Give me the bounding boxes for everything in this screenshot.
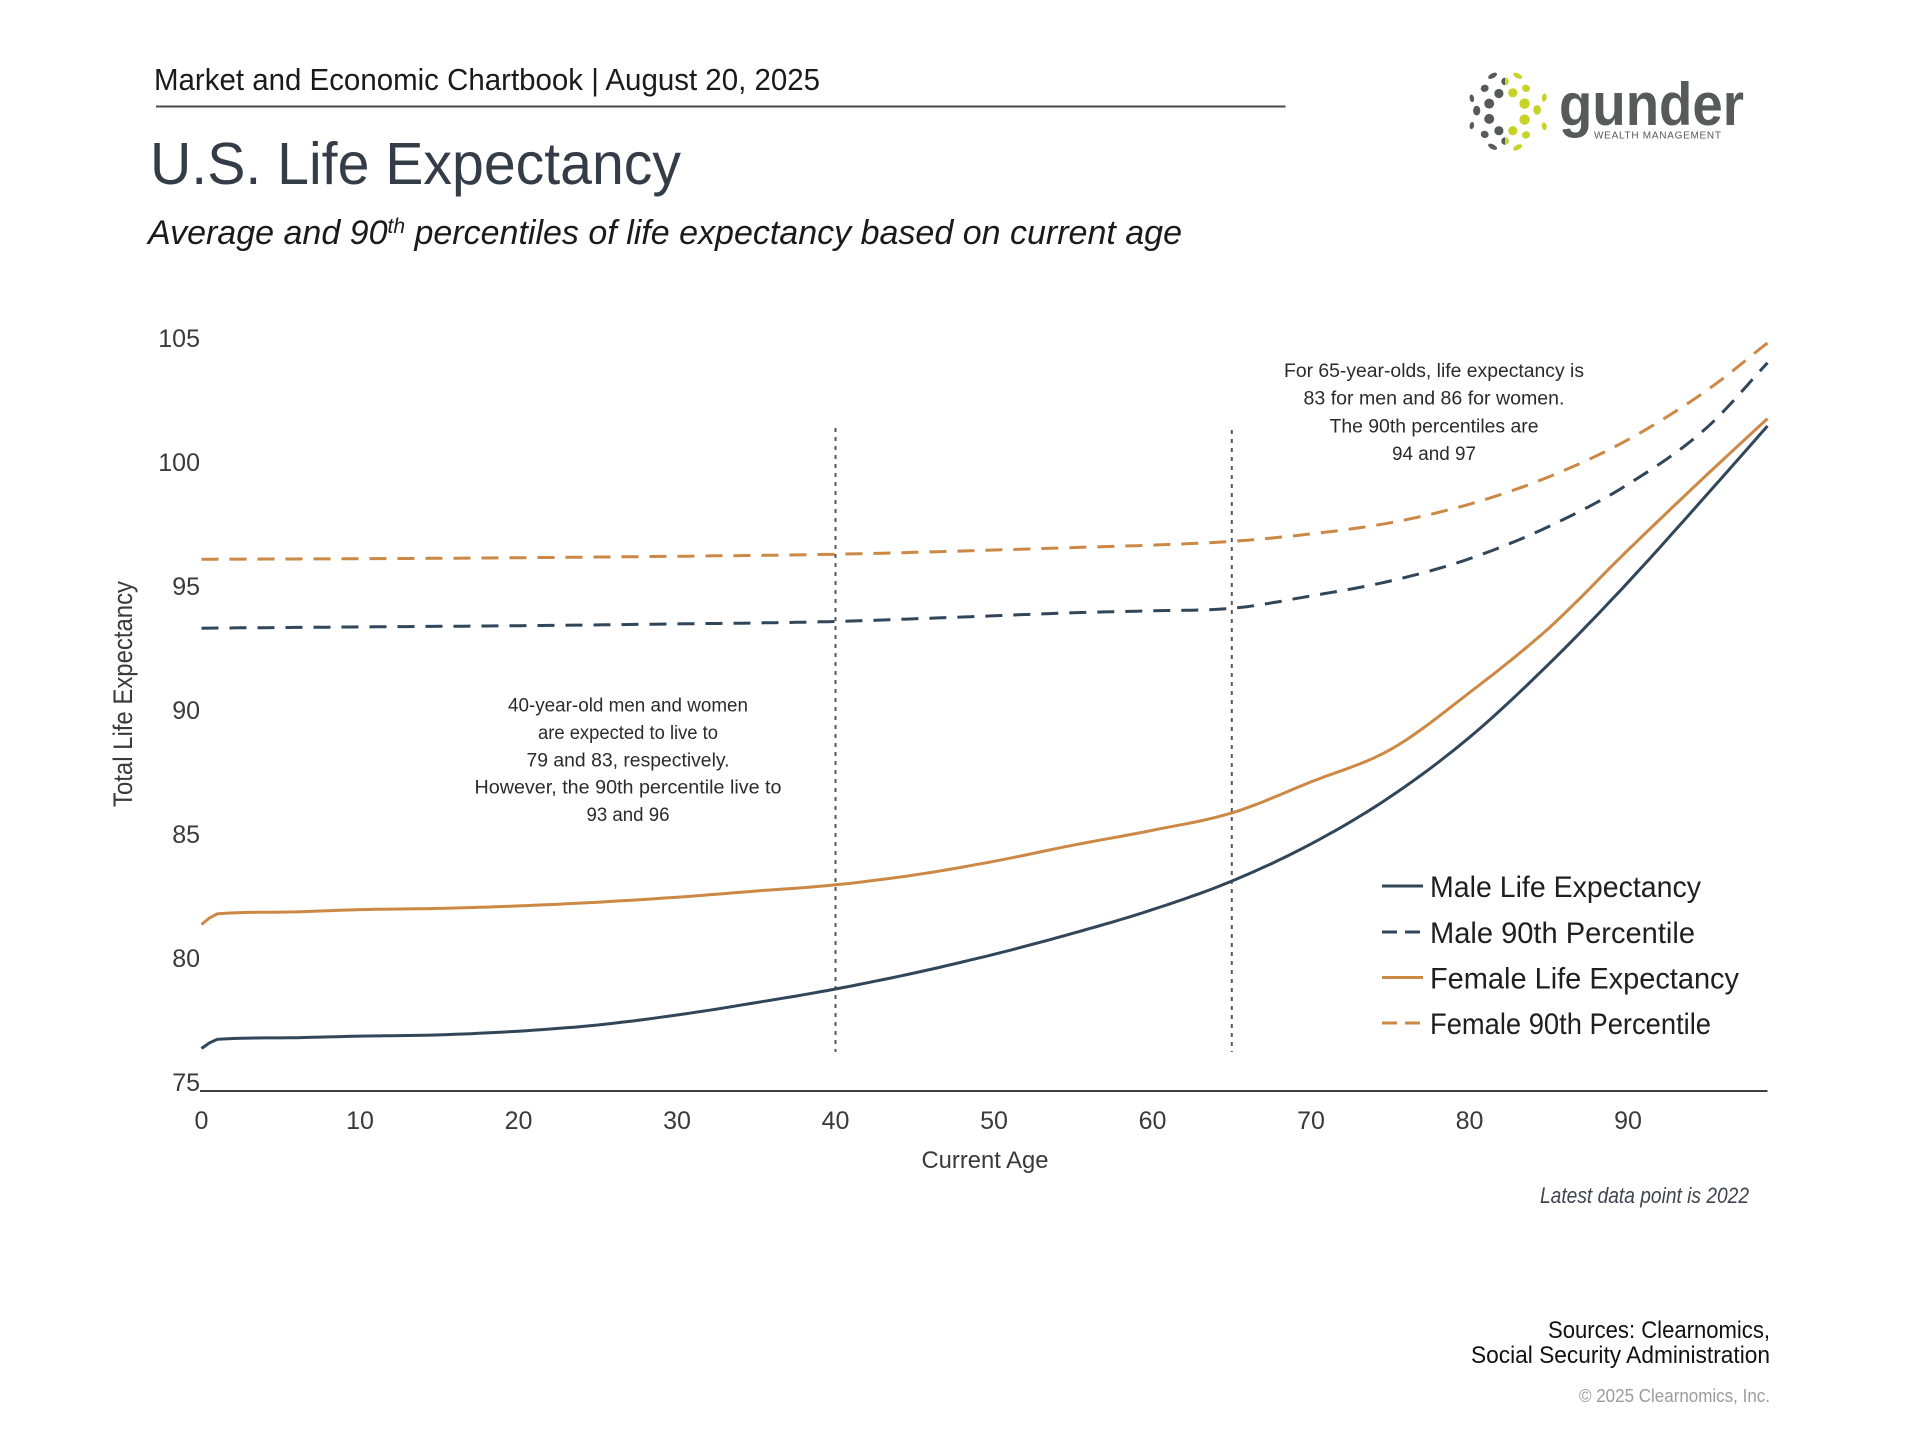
svg-text:0: 0 (195, 1107, 209, 1135)
svg-text:60: 60 (1139, 1107, 1167, 1135)
svg-text:90: 90 (1614, 1107, 1642, 1135)
svg-text:83 for men and 86 for women.: 83 for men and 86 for women. (1304, 389, 1565, 410)
svg-text:However, the 90th percentile l: However, the 90th percentile live to (475, 778, 782, 799)
svg-text:75: 75 (172, 1069, 200, 1097)
svg-text:94 and 97: 94 and 97 (1392, 444, 1476, 465)
svg-text:93 and 96: 93 and 96 (587, 805, 670, 826)
svg-text:The 90th percentiles are: The 90th percentiles are (1330, 416, 1539, 437)
svg-text:80: 80 (172, 945, 200, 973)
svg-text:40-year-old men and women: 40-year-old men and women (508, 696, 748, 717)
svg-text:WEALTH MANAGEMENT: WEALTH MANAGEMENT (1594, 131, 1721, 142)
svg-text:© 2025 Clearnomics, Inc.: © 2025 Clearnomics, Inc. (1579, 1386, 1770, 1406)
svg-text:100: 100 (158, 449, 200, 477)
svg-text:85: 85 (172, 821, 200, 849)
svg-text:50: 50 (980, 1107, 1008, 1135)
svg-text:For 65-year-olds, life expecta: For 65-year-olds, life expectancy is (1284, 361, 1584, 382)
svg-text:20: 20 (505, 1107, 533, 1135)
svg-text:Female 90th Percentile: Female 90th Percentile (1430, 1008, 1711, 1041)
svg-text:90: 90 (172, 697, 200, 725)
svg-text:95: 95 (172, 573, 200, 601)
svg-text:80: 80 (1456, 1107, 1484, 1135)
svg-text:10: 10 (346, 1107, 374, 1135)
svg-text:Latest data point is 2022: Latest data point is 2022 (1540, 1183, 1749, 1208)
svg-text:Current Age: Current Age (922, 1147, 1049, 1174)
svg-text:are expected to live to: are expected to live to (538, 723, 718, 744)
svg-text:Sources: Clearnomics,: Sources: Clearnomics, (1548, 1317, 1770, 1344)
svg-text:gunder: gunder (1559, 71, 1744, 138)
svg-text:Social Security Administration: Social Security Administration (1471, 1342, 1770, 1369)
svg-text:40: 40 (822, 1107, 850, 1135)
svg-text:Average and 90th percentiles o: Average and 90th percentiles of life exp… (146, 214, 1182, 252)
svg-text:105: 105 (158, 325, 200, 353)
svg-text:Market and Economic Chartbook: Market and Economic Chartbook | August 2… (154, 62, 820, 97)
svg-text:Male 90th Percentile: Male 90th Percentile (1430, 917, 1695, 950)
svg-text:Male Life Expectancy: Male Life Expectancy (1430, 871, 1701, 904)
svg-text:79 and 83, respectively.: 79 and 83, respectively. (527, 750, 730, 771)
svg-text:30: 30 (663, 1107, 691, 1135)
svg-text:Female Life Expectancy: Female Life Expectancy (1430, 963, 1739, 996)
svg-text:Total Life Expectancy: Total Life Expectancy (108, 581, 138, 807)
svg-text:70: 70 (1297, 1107, 1325, 1135)
svg-text:U.S. Life Expectancy: U.S. Life Expectancy (150, 131, 681, 197)
